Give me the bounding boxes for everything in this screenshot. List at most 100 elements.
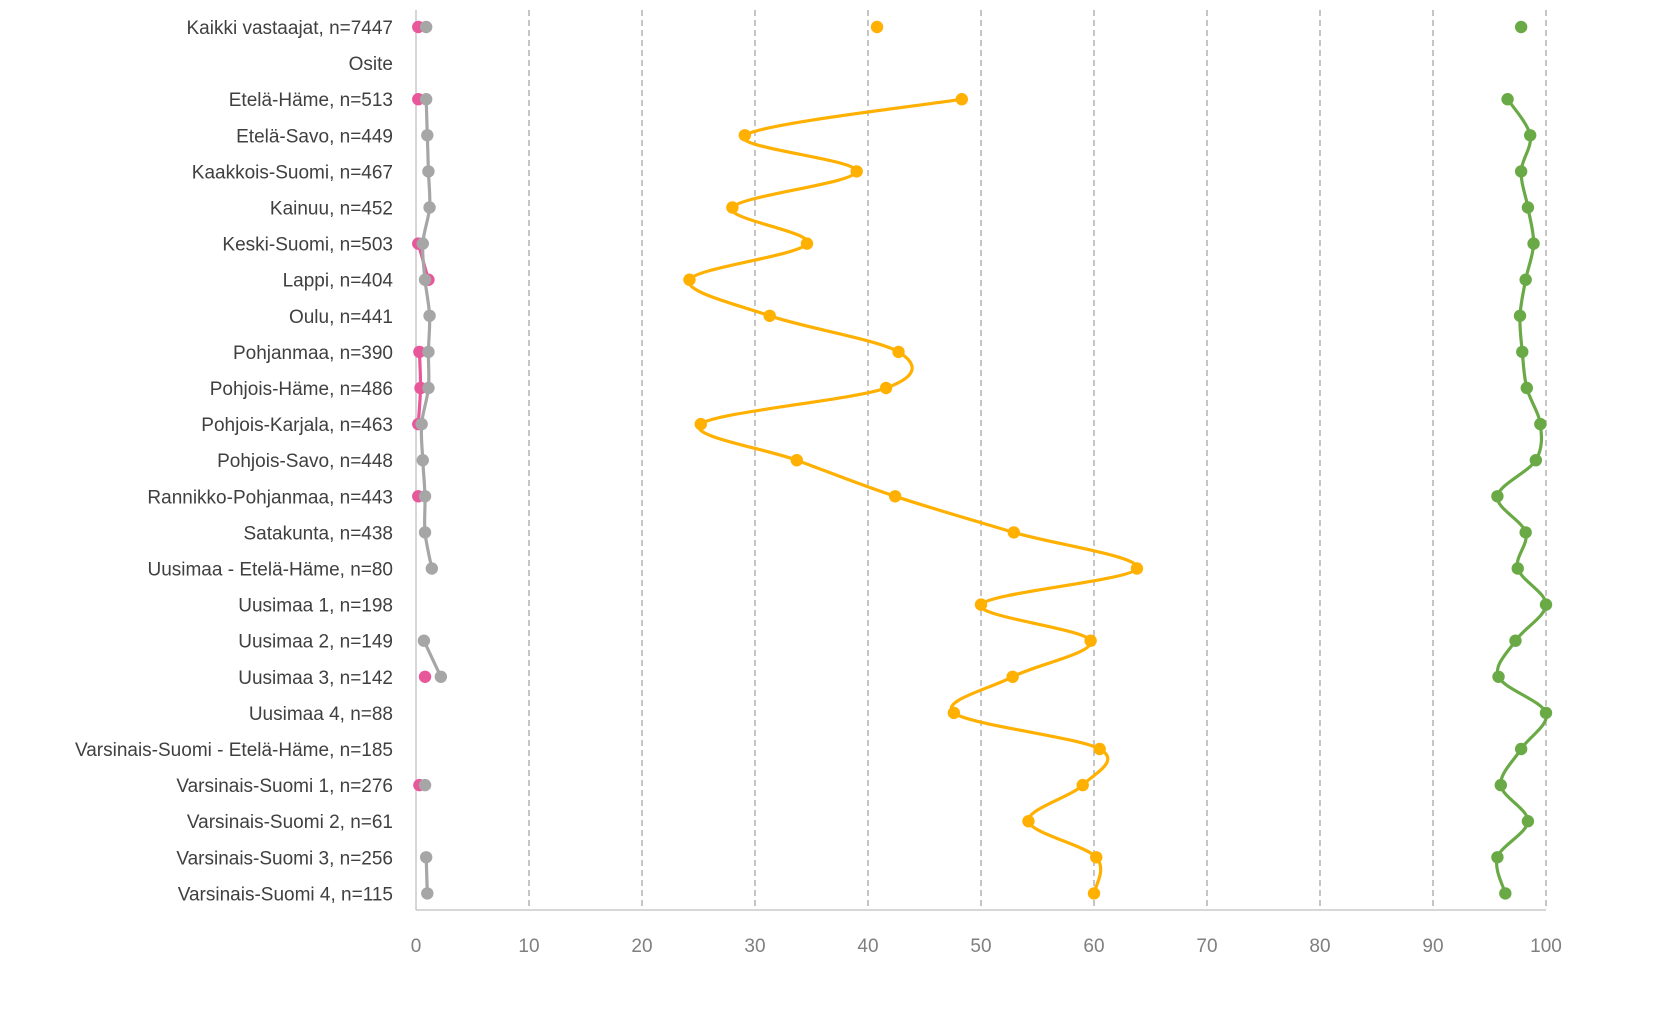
x-tick-label: 90: [1422, 936, 1443, 957]
series-2: [415, 20, 448, 900]
data-point: [423, 309, 436, 322]
data-point: [1501, 93, 1514, 106]
data-point: [1520, 381, 1533, 395]
gridlines: [528, 10, 1547, 910]
data-point: [888, 490, 902, 503]
data-point: [1022, 815, 1035, 828]
data-point: [1007, 526, 1020, 539]
category-labels: Kaikki vastaajat, n=7447 Osite Etelä-Häme,…: [75, 18, 393, 905]
category-label: Varsinais-Suomi 1, n=276: [176, 776, 393, 797]
category-label: Varsinais-Suomi 3, n=256: [176, 848, 393, 869]
data-point: [1539, 706, 1553, 720]
data-point: [1499, 887, 1512, 900]
x-tick-label: 10: [518, 936, 539, 957]
category-label: Uusimaa 1, n=198: [238, 596, 393, 617]
category-label: Pohjois-Karjala, n=463: [201, 415, 393, 436]
x-tick-label: 40: [857, 936, 878, 957]
x-tick-label: 100: [1530, 936, 1562, 957]
data-point: [1090, 851, 1103, 864]
data-point: [418, 670, 432, 683]
category-label: Lappi, n=404: [283, 271, 394, 292]
category-label: Etelä-Savo, n=449: [236, 126, 393, 147]
data-point: [1513, 309, 1527, 322]
category-label: Varsinais-Suomi - Etelä-Häme, n=185: [75, 740, 393, 761]
category-label: Rannikko-Pohjanmaa, n=443: [147, 487, 393, 508]
category-label: Pohjois-Savo, n=448: [217, 451, 393, 472]
category-label: Uusimaa 3, n=142: [238, 668, 393, 689]
data-point: [1527, 237, 1540, 250]
data-point: [421, 129, 434, 142]
data-point: [879, 381, 893, 395]
data-point: [1514, 742, 1528, 756]
data-point: [1093, 742, 1106, 756]
data-point: [418, 273, 432, 286]
data-point: [1529, 454, 1543, 467]
data-point: [416, 454, 429, 467]
data-point: [416, 237, 429, 250]
data-point: [1511, 562, 1524, 575]
data-point: [1514, 165, 1528, 178]
data-point: [850, 165, 863, 178]
data-point: [417, 634, 431, 647]
x-tick-label: 80: [1309, 936, 1330, 957]
x-tick-label: 60: [1083, 936, 1104, 957]
category-label: Etelä-Häme, n=513: [229, 90, 393, 111]
data-point: [418, 490, 432, 503]
data-point: [1539, 598, 1553, 611]
series-group: [412, 20, 1553, 900]
data-point: [1519, 526, 1532, 539]
x-tick-label: 70: [1196, 936, 1217, 957]
category-label: Satakunta, n=438: [244, 523, 394, 544]
data-point: [974, 598, 988, 611]
data-point: [1084, 634, 1097, 647]
data-point: [1521, 815, 1535, 828]
data-point: [423, 201, 436, 214]
category-label: Varsinais-Suomi 2, n=61: [187, 812, 393, 833]
category-label: Kaikki vastaajat, n=7447: [187, 18, 394, 39]
data-point: [955, 93, 968, 106]
data-point: [683, 273, 696, 286]
data-point: [726, 201, 739, 214]
data-point: [422, 345, 435, 359]
data-point: [1519, 273, 1532, 286]
data-point: [415, 417, 428, 431]
data-point: [422, 381, 435, 395]
category-label: Varsinais-Suomi 4, n=115: [178, 884, 393, 905]
x-tick-label: 20: [631, 936, 652, 957]
data-point: [892, 345, 905, 359]
category-label: Kaakkois-Suomi, n=467: [192, 162, 393, 183]
series-4: [1491, 20, 1553, 900]
data-point: [425, 562, 439, 575]
data-point: [1130, 562, 1144, 575]
data-point: [434, 670, 448, 683]
data-point: [1523, 129, 1537, 142]
data-point: [694, 417, 707, 431]
data-point: [418, 526, 432, 539]
category-label: Pohjanmaa, n=390: [233, 343, 393, 364]
data-point: [1076, 778, 1089, 792]
data-point: [1006, 670, 1019, 683]
data-point: [947, 706, 961, 720]
data-point: [1514, 20, 1528, 34]
data-point: [413, 345, 426, 359]
category-label: Oulu, n=441: [289, 307, 393, 328]
data-point: [419, 93, 433, 106]
data-point: [800, 237, 814, 250]
x-tick-label: 50: [970, 936, 991, 957]
data-point: [419, 851, 433, 864]
data-point: [870, 20, 884, 34]
series-3: [683, 20, 1144, 900]
series-line: [1494, 97, 1548, 895]
data-point: [1491, 490, 1504, 503]
series-line: [687, 97, 1139, 895]
data-point: [422, 165, 435, 178]
x-tick-label: 0: [411, 936, 422, 957]
data-point: [1494, 778, 1508, 792]
category-label: Osite: [349, 54, 393, 75]
data-point: [418, 778, 432, 792]
category-label: Kainuu, n=452: [270, 199, 393, 220]
data-point: [1516, 345, 1529, 359]
category-label: Uusimaa 4, n=88: [249, 704, 393, 725]
data-point: [1087, 887, 1101, 900]
